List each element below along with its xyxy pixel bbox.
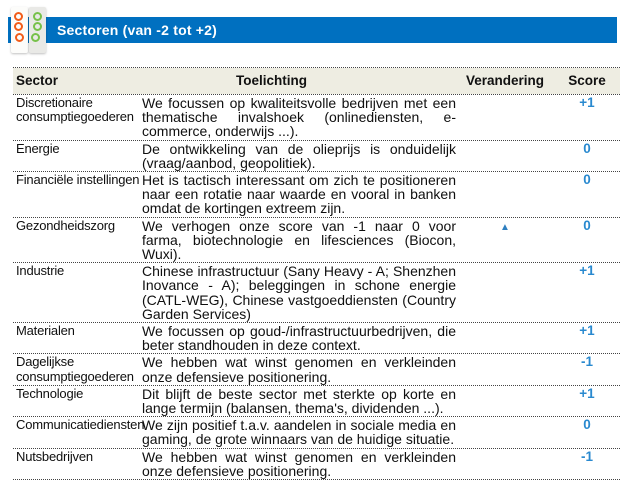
title-bar: Sectoren (van -2 tot +2) [8,17,617,43]
toelichting-cell: Het is tactisch interessant om zich te p… [142,172,456,217]
sector-cell: Technologie [16,385,84,401]
toelichting-cell: Chinese infrastructuur (Sany Heavy - A; … [142,263,456,322]
sector-table: Sector Toelichting Verandering Score Dis… [13,67,620,480]
dots-logo-icon [0,0,52,58]
score-cell: +1 [579,385,595,401]
table-header-row: Sector Toelichting Verandering Score [13,68,620,94]
score-cell: -1 [580,354,593,370]
logo-orange-dot-icon [14,12,23,21]
column-header-score: Score [568,73,606,88]
column-header-sector: Sector [16,73,59,88]
column-header-verandering: Verandering [465,73,545,88]
score-cell: 0 [583,217,591,233]
sector-cell: Gezondheidszorg [16,217,115,233]
sector-cell: Energie [16,140,60,156]
logo-orange-dot-icon [15,33,24,42]
verandering-cell [456,449,554,479]
column-header-toelichting: Toelichting [236,73,307,88]
toelichting-cell: We focussen op kwaliteitsvolle bedrijven… [142,95,456,140]
sector-cell: Materialen [16,323,75,339]
sector-cell: Financiële instellingen [16,172,140,188]
score-cell: 0 [583,417,591,433]
table-row: Technologie Dit blijft de beste sector m… [13,384,620,417]
sector-cell: Discretionaire consumptiegoederen [16,95,134,125]
page-title: Sectoren (van -2 tot +2) [57,22,218,38]
verandering-cell [456,141,554,171]
score-cell: 0 [583,172,591,188]
sector-cell: Communicatiediensten [16,417,145,433]
table-row: Dagelijkse consumptiegoederen We hebben … [13,353,620,384]
logo-green-dot-icon [33,22,42,31]
sector-cell: Industrie [16,263,65,279]
table-row: Discretionaire consumptiegoederen We foc… [13,94,620,140]
verandering-cell [456,95,554,140]
change-up-icon: ▲ [500,221,510,233]
table-row: Financiële instellingen Het is tactisch … [13,171,620,217]
sector-cell: Dagelijkse consumptiegoederen [16,354,134,384]
logo-green-dot-icon [31,33,40,42]
score-cell: +1 [579,263,595,279]
score-cell: +1 [579,95,595,110]
table-row: Materialen We focussen op goud-/infrastr… [13,322,620,353]
verandering-cell [456,323,554,353]
verandering-cell [456,417,554,447]
toelichting-cell: We zijn positief t.a.v. aandelen in soci… [142,417,456,448]
logo-green-dot-icon [33,12,42,21]
verandering-cell [456,172,554,217]
toelichting-cell: We focussen op goud-/infrastructuurbedri… [142,323,456,354]
toelichting-cell: We hebben wat winst genomen en verkleind… [142,354,456,385]
verandering-cell [456,386,554,416]
toelichting-cell: Dit blijft de beste sector met sterkte o… [142,385,456,417]
logo-orange-dot-icon [13,22,23,31]
table-row: Energie De ontwikkeling van de olieprijs… [13,139,620,171]
table-row: Gezondheidszorg We verhogen onze score v… [13,216,620,263]
score-cell: 0 [583,140,591,156]
toelichting-cell: De ontwikkeling van de olieprijs is ondu… [142,140,456,171]
table-row: Industrie Chinese infrastructuur (Sany H… [13,262,620,322]
toelichting-cell: We hebben wat winst genomen en verkleind… [142,448,456,479]
sector-cell: Nutsbedrijven [16,448,93,464]
verandering-cell [456,354,554,384]
score-cell: +1 [579,323,595,339]
table-row: Nutsbedrijven We hebben wat winst genome… [13,447,620,479]
table-row: Communicatiediensten We zijn positief t.… [13,416,620,447]
verandering-cell [456,263,554,322]
score-cell: -1 [580,448,593,464]
toelichting-cell: We verhogen onze score van -1 naar 0 voo… [142,217,456,263]
